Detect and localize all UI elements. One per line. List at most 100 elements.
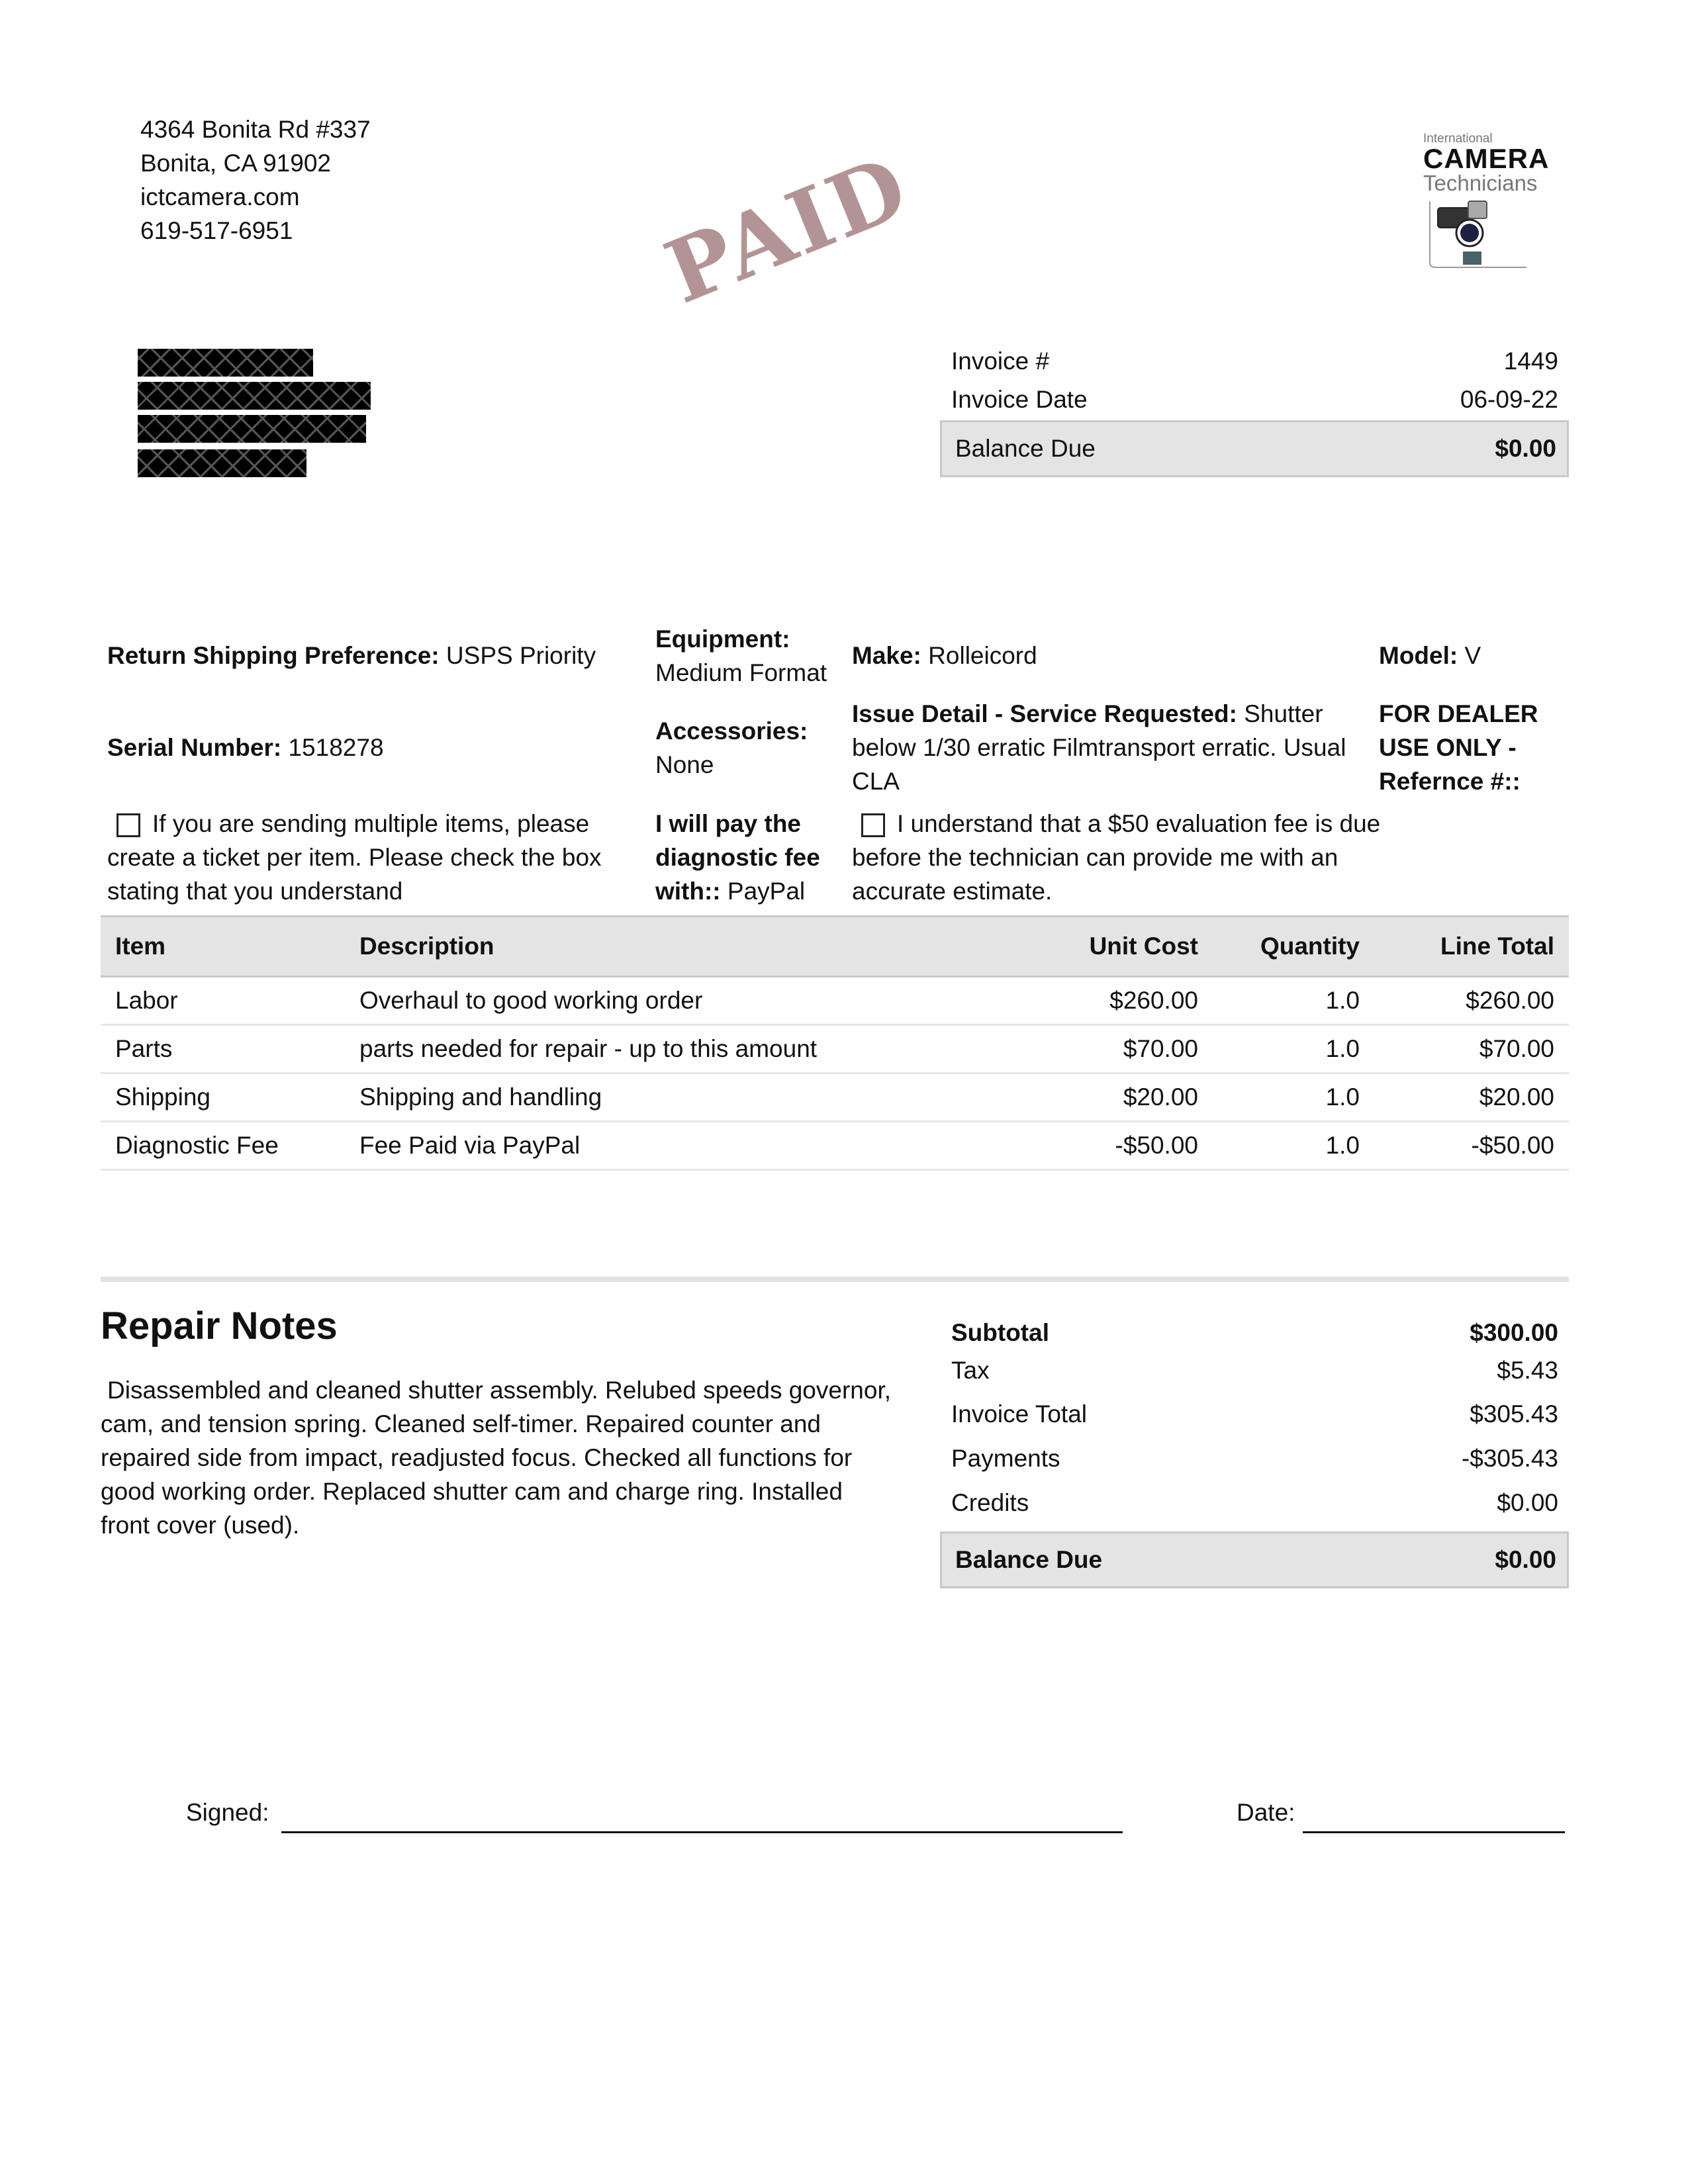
accessories: Accessories: None [655,714,808,782]
address-line2: Bonita, CA 91902 [140,150,331,177]
logo-text-technicians: Technicians [1423,171,1538,195]
cell-line-total: $260.00 [1374,976,1569,1026]
accessories-value: None [655,751,714,778]
invoice-date-label: Invoice Date [951,386,1088,413]
cell-unit-cost: -$50.00 [1018,1121,1213,1171]
return-shipping-label: Return Shipping Preference: [107,642,440,669]
date-line[interactable] [1303,1817,1565,1833]
invoice-total-label: Invoice Total [951,1400,1087,1428]
camera-icon [1429,201,1526,268]
signature-line[interactable] [281,1817,1123,1833]
logo-text-camera: CAMERA [1423,143,1550,174]
table-row: Parts parts needed for repair - up to thi… [101,1024,1569,1074]
totals-balance-label: Balance Due [955,1546,1103,1573]
totals-balance-value: $0.00 [1495,1546,1556,1573]
tax-label: Tax [951,1357,990,1384]
invoice-number-row: Invoice # 1449 [951,347,1558,375]
cell-item: Shipping [101,1073,345,1122]
invoice-number: 1449 [1503,347,1558,375]
return-shipping: Return Shipping Preference: USPS Priorit… [107,639,596,672]
credits-row: Credits $0.00 [951,1489,1558,1517]
phone: 619-517-6951 [140,217,293,244]
pay-label: I will pay the diagnostic fee with:: [655,810,820,905]
cell-description: Shipping and handling [345,1073,1018,1122]
cell-item: Labor [101,976,345,1026]
payments-value: -$305.43 [1461,1445,1558,1472]
accessories-label: Accessories: [655,717,808,745]
cell-item: Parts [101,1024,345,1074]
subtotal-label: Subtotal [951,1319,1049,1346]
cell-line-total: -$50.00 [1374,1121,1569,1171]
cell-quantity: 1.0 [1213,1073,1374,1122]
serial-value: 1518278 [288,734,384,761]
cell-item: Diagnostic Fee [101,1121,345,1171]
dealer-reference: FOR DEALER USE ONLY - Refernce #:: [1379,700,1538,795]
invoice-date-row: Invoice Date 06-09-22 [951,386,1558,414]
invoice-number-label: Invoice # [951,347,1050,375]
redacted-line [138,382,371,410]
balance-due-value: $0.00 [1495,435,1556,462]
payments-label: Payments [951,1445,1060,1472]
payments-row: Payments -$305.43 [951,1445,1558,1473]
cell-quantity: 1.0 [1213,1024,1374,1074]
repair-notes-text: Disassembled and cleaned shutter assembl… [101,1377,891,1539]
totals-balance-due-box: Balance Due $0.00 [940,1531,1569,1588]
subtotal-value: $300.00 [1470,1319,1558,1346]
cell-description: parts needed for repair - up to this amo… [345,1024,1018,1074]
multi-items-checkbox[interactable] [117,813,140,838]
cell-quantity: 1.0 [1213,976,1374,1026]
col-description: Description [345,915,1018,978]
model-value: V [1464,642,1481,669]
invoice-total-value: $305.43 [1470,1400,1558,1428]
credits-label: Credits [951,1489,1029,1516]
credits-value: $0.00 [1497,1489,1558,1516]
redacted-line [138,349,313,377]
line-items-table: Item Description Unit Cost Quantity Line… [101,915,1569,1171]
cell-description: Fee Paid via PayPal [345,1121,1018,1171]
tax-row: Tax $5.43 [951,1357,1558,1385]
equipment-label: Equipment: [655,625,790,653]
issue-label: Issue Detail - Service Requested: [852,700,1237,727]
table-header-row: Item Description Unit Cost Quantity Line… [101,915,1569,978]
subtotal-row: Subtotal $300.00 [951,1319,1558,1347]
table-row: Diagnostic Fee Fee Paid via PayPal -$50.00… [101,1121,1569,1171]
make-value: Rolleicord [928,642,1037,669]
logo-text-international: International [1423,132,1493,146]
paid-stamp: PAID [652,135,923,324]
redacted-line [138,415,366,443]
col-line-total: Line Total [1374,915,1569,978]
company-logo: International CAMERA Technicians [1423,132,1556,268]
col-item: Item [101,915,345,978]
col-unit-cost: Unit Cost [1018,915,1213,978]
repair-notes-title: Repair Notes [101,1304,338,1347]
multi-items-notice: If you are sending multiple items, pleas… [107,807,624,908]
equipment-value: Medium Format [655,659,827,686]
tax-value: $5.43 [1497,1357,1558,1384]
issue-detail: Issue Detail - Service Requested: Shutte… [852,697,1382,798]
website: ictcamera.com [140,183,300,210]
balance-due-box: Balance Due $0.00 [940,420,1569,477]
redacted-line [138,449,306,477]
cell-description: Overhaul to good working order [345,976,1018,1026]
issue-value: Shutter below 1/30 erratic Filmtransport… [852,700,1346,795]
balance-due-label: Balance Due [955,435,1096,462]
eval-fee-checkbox[interactable] [861,813,885,838]
company-address: 4364 Bonita Rd #337 Bonita, CA 91902 ict… [140,113,371,248]
multi-items-text: If you are sending multiple items, pleas… [107,810,602,905]
make: Make: Rolleicord [852,639,1037,672]
make-label: Make: [852,642,921,669]
pay-value: PayPal [727,878,806,905]
divider [101,1277,1569,1282]
date-label: Date: [1237,1799,1295,1826]
cell-quantity: 1.0 [1213,1121,1374,1171]
cell-unit-cost: $260.00 [1018,976,1213,1026]
table-row: Labor Overhaul to good working order $260.… [101,976,1569,1026]
cell-unit-cost: $70.00 [1018,1024,1213,1074]
invoice-total-row: Invoice Total $305.43 [951,1400,1558,1428]
model: Model: V [1379,639,1481,672]
eval-fee-text: I understand that a $50 evaluation fee i… [852,810,1381,905]
serial-number: Serial Number: 1518278 [107,731,384,764]
address-line1: 4364 Bonita Rd #337 [140,116,371,143]
model-label: Model: [1379,642,1458,669]
cell-line-total: $70.00 [1374,1024,1569,1074]
